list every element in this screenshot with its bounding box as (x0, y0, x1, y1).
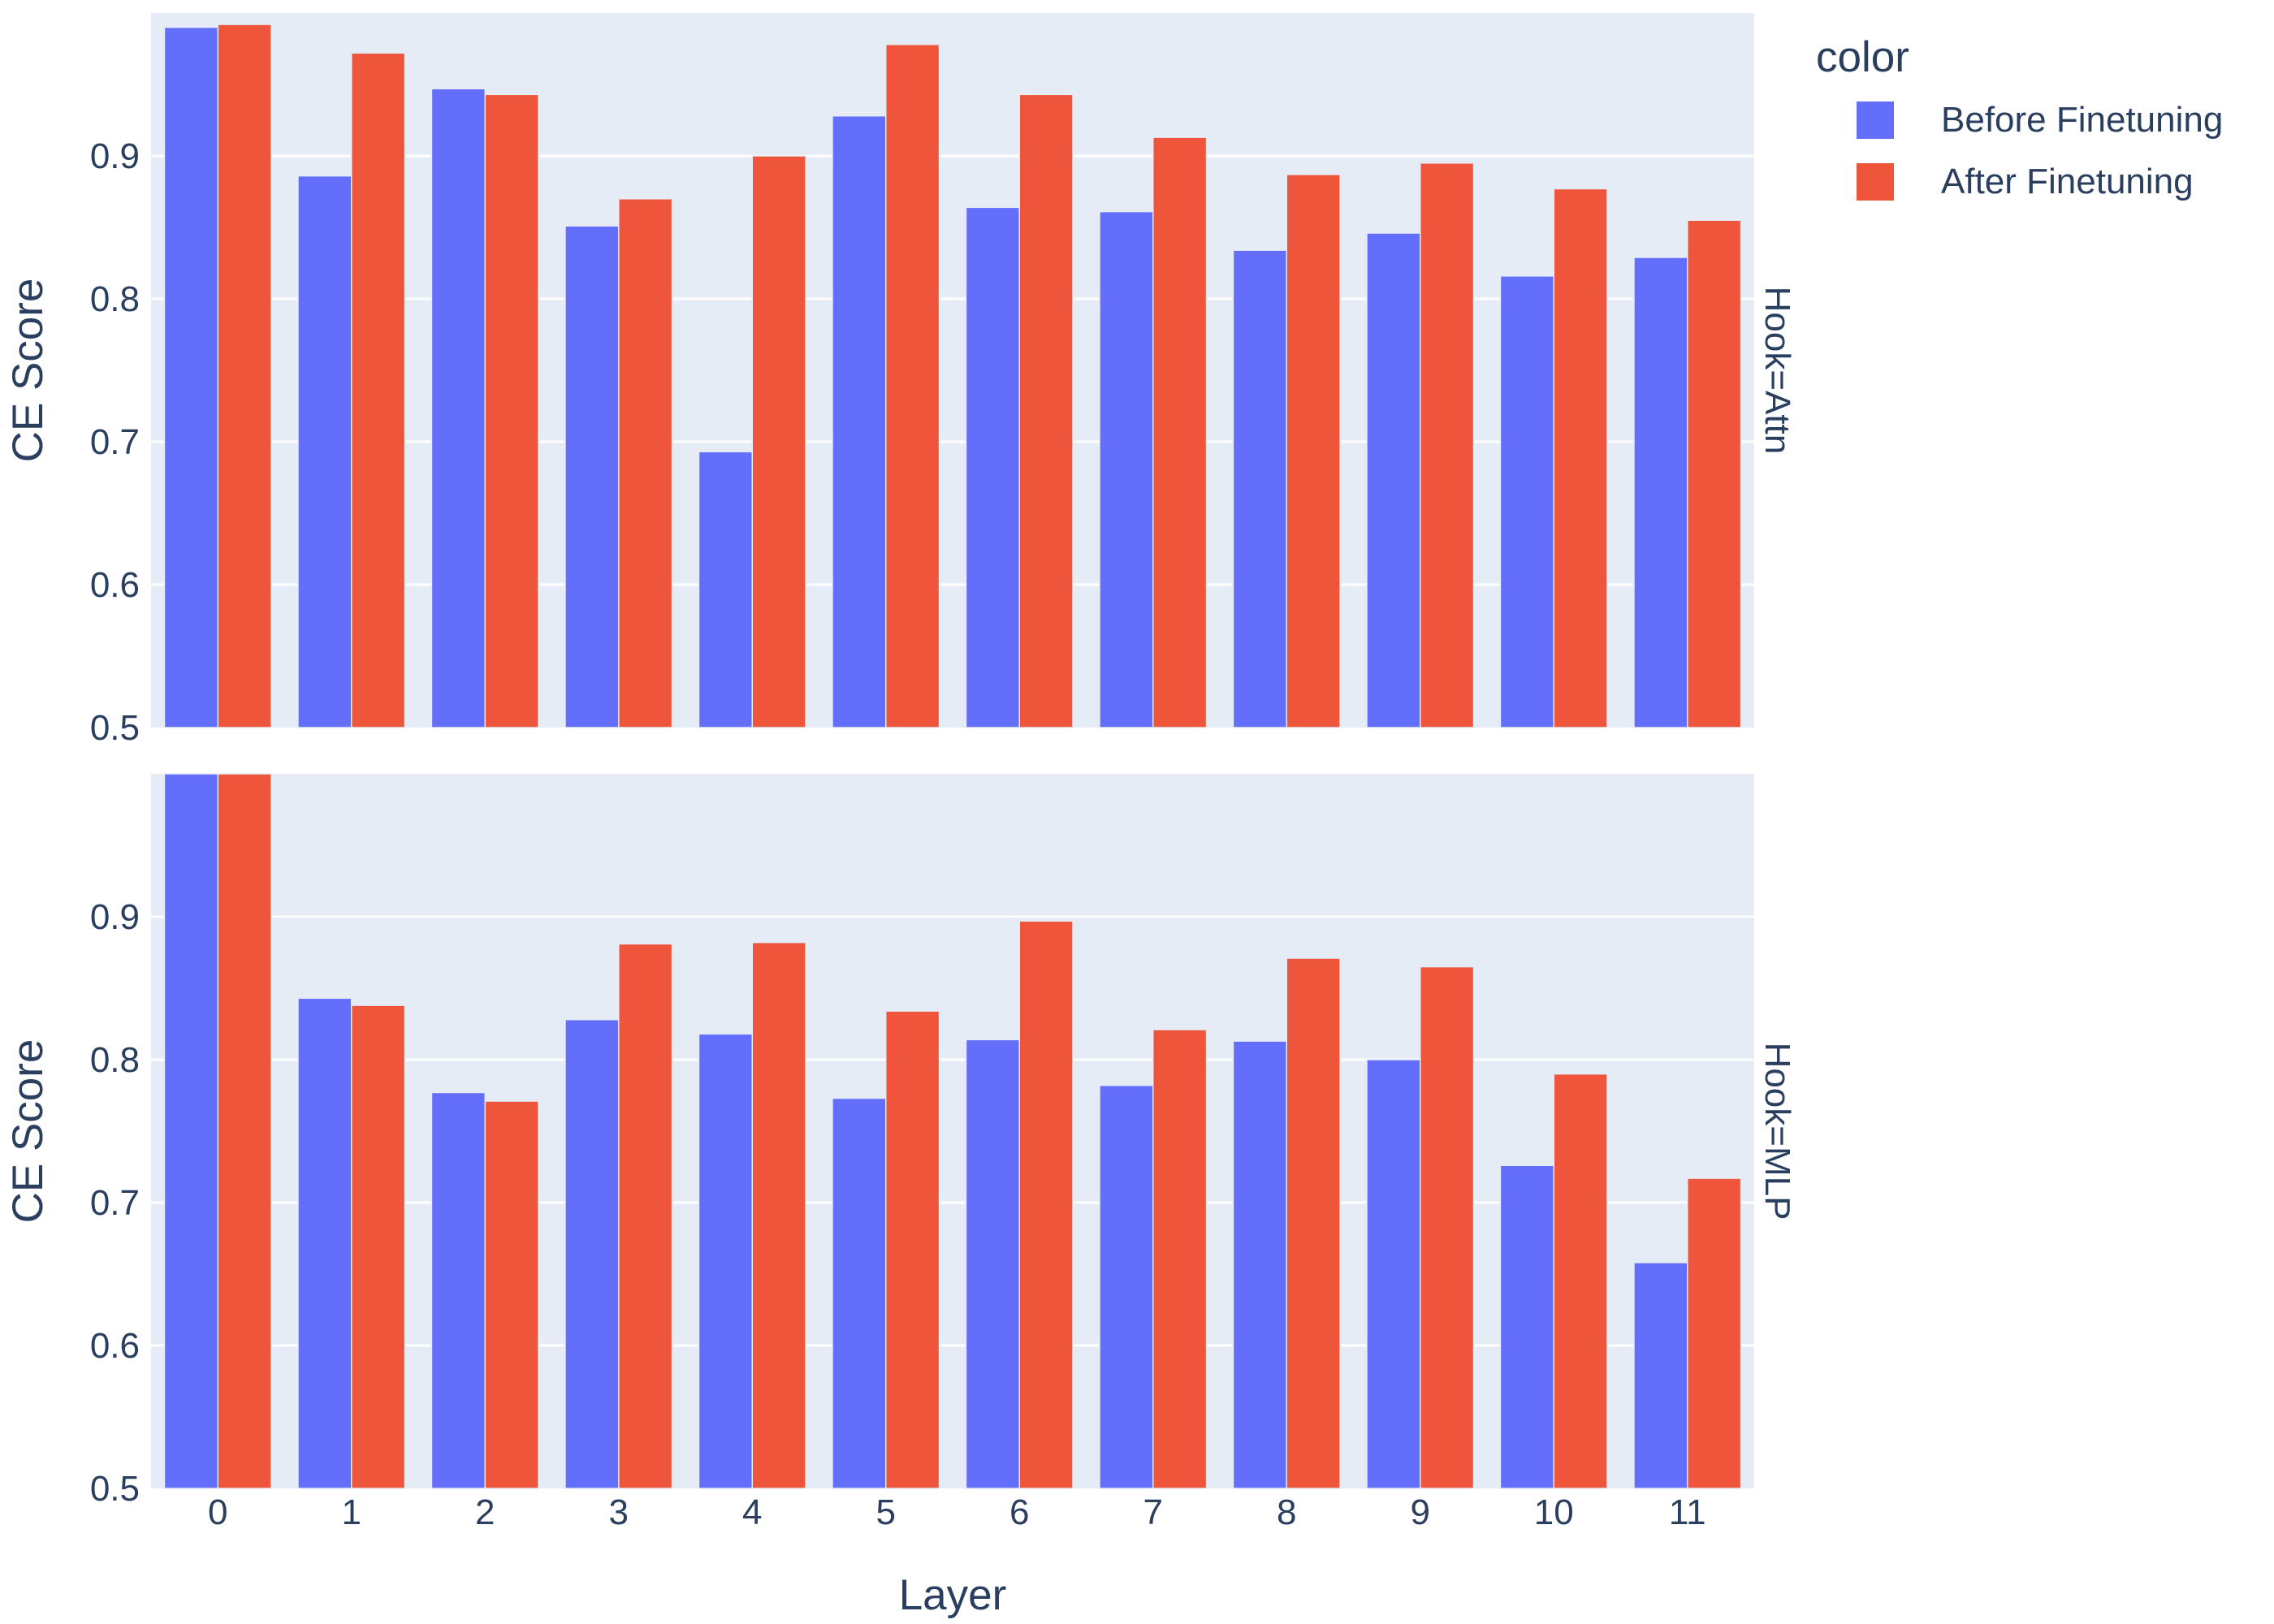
bar (698, 1033, 754, 1489)
bar (430, 88, 486, 728)
bar (1499, 275, 1554, 728)
plot-area-background (151, 13, 1754, 728)
bar (1633, 257, 1688, 728)
facet-label: Hook=Attn (1757, 287, 1797, 455)
y-axis-title: CE Score (4, 1039, 52, 1224)
bar (1633, 1262, 1688, 1489)
bar (163, 26, 218, 728)
facets-layer: 0.50.60.70.80.9CE Score Hook=Attn0.50.60.… (4, 13, 1797, 1509)
bar (751, 155, 806, 728)
x-tick-label: 6 (1009, 1492, 1029, 1532)
y-tick-label: 0.7 (90, 422, 140, 462)
bar (1366, 1059, 1421, 1489)
x-tick-label: 11 (1669, 1492, 1706, 1532)
legend-label: Before Finetuning (1941, 100, 2223, 140)
bar (297, 997, 352, 1489)
bar (1687, 1177, 1742, 1489)
facet-label: Hook=MLP (1757, 1043, 1797, 1220)
x-tick-label: 1 (342, 1492, 361, 1532)
y-tick-label: 0.9 (90, 897, 140, 937)
bar (564, 225, 620, 728)
y-tick-label: 0.5 (90, 708, 140, 748)
bar (1232, 249, 1287, 728)
y-tick-label: 0.8 (90, 1040, 140, 1080)
bar (1152, 136, 1208, 728)
bar (1232, 1040, 1287, 1489)
bar (351, 52, 406, 728)
bar (484, 1100, 539, 1489)
bar (1286, 174, 1341, 728)
legend: color Before Finetuning After Finetuning (1816, 33, 2223, 201)
x-tick-label: 10 (1534, 1492, 1574, 1532)
bar (1499, 1164, 1554, 1489)
y-tick-label: 0.6 (90, 1326, 140, 1366)
bar (965, 1039, 1020, 1489)
bar (1018, 920, 1074, 1489)
bar (751, 941, 806, 1489)
y-tick-label: 0.8 (90, 279, 140, 319)
facet-panel-1: 0.5 0.6 0.7 0.8 0.9 CE Score Hook=MLP (4, 773, 1797, 1509)
x-tick-label: 2 (475, 1492, 495, 1532)
legend-title: color (1816, 33, 1909, 81)
bar (618, 943, 673, 1489)
bar (1420, 162, 1475, 728)
x-axis-ticks: 0 1 2 3 4 5 6 7 8 9 10 11 (208, 1492, 1706, 1532)
plot-area-background (151, 774, 1754, 1488)
legend-swatch (1857, 102, 1894, 139)
bar (1152, 1029, 1208, 1489)
bar (1099, 210, 1154, 728)
legend-label: After Finetuning (1941, 162, 2194, 201)
y-axis-title: CE Score (4, 279, 52, 463)
bar (217, 24, 272, 728)
bar (1687, 219, 1742, 728)
bar (1553, 188, 1608, 728)
bar (1286, 957, 1341, 1489)
x-tick-label: 8 (1277, 1492, 1296, 1532)
bar (484, 93, 539, 728)
y-tick-label: 0.6 (90, 565, 140, 605)
y-tick-label: 0.7 (90, 1183, 140, 1223)
bar (1099, 1084, 1154, 1489)
bar (564, 1018, 620, 1489)
bar (1553, 1073, 1608, 1489)
facet-panel-0: 0.5 0.6 0.7 0.8 0.9 CE Score Hook=Attn (4, 13, 1797, 748)
y-tick-label: 0.5 (90, 1469, 140, 1509)
bar (1420, 965, 1475, 1489)
bar (217, 773, 272, 1489)
bar (832, 1097, 887, 1489)
bar (351, 1004, 406, 1489)
legend-swatch (1857, 163, 1894, 201)
bar (163, 773, 218, 1489)
x-tick-label: 7 (1143, 1492, 1163, 1532)
bar (832, 114, 887, 728)
bar (965, 206, 1020, 728)
bar (1018, 93, 1074, 728)
x-tick-label: 0 (208, 1492, 227, 1532)
x-tick-label: 4 (742, 1492, 762, 1532)
legend-items: Before Finetuning After Finetuning (1857, 100, 2223, 201)
bar (297, 175, 352, 728)
bar (430, 1091, 486, 1489)
bar (1366, 232, 1421, 728)
bar (698, 451, 754, 728)
bar (885, 43, 940, 728)
x-axis-title: Layer (899, 1571, 1007, 1619)
bar (885, 1010, 940, 1489)
x-tick-label: 3 (609, 1492, 629, 1532)
x-tick-label: 5 (876, 1492, 896, 1532)
bar (618, 198, 673, 728)
y-tick-label: 0.9 (90, 136, 140, 176)
x-tick-label: 9 (1411, 1492, 1430, 1532)
